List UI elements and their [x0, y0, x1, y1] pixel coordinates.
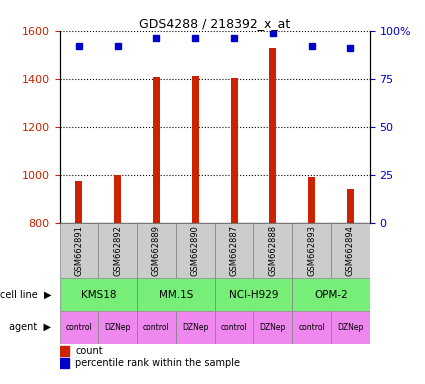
Bar — [176, 311, 215, 344]
Bar — [215, 223, 253, 278]
Bar — [331, 311, 370, 344]
Text: control: control — [298, 323, 325, 332]
Text: cell line  ▶: cell line ▶ — [0, 290, 51, 300]
Text: DZNep: DZNep — [260, 323, 286, 332]
Text: percentile rank within the sample: percentile rank within the sample — [75, 358, 240, 368]
Bar — [292, 278, 370, 311]
Bar — [98, 223, 137, 278]
Bar — [215, 278, 292, 311]
Text: control: control — [221, 323, 247, 332]
Bar — [308, 177, 315, 223]
Text: count: count — [75, 346, 103, 356]
Bar — [60, 223, 98, 278]
Text: GSM662894: GSM662894 — [346, 225, 355, 276]
Text: GSM662891: GSM662891 — [74, 225, 83, 276]
Text: GSM662892: GSM662892 — [113, 225, 122, 276]
Text: KMS18: KMS18 — [80, 290, 116, 300]
Bar — [253, 223, 292, 278]
Bar — [230, 78, 238, 223]
Bar — [253, 311, 292, 344]
Bar — [60, 311, 98, 344]
Bar — [269, 48, 276, 223]
Bar — [137, 223, 176, 278]
Bar — [192, 76, 199, 223]
Bar — [137, 278, 215, 311]
Text: GSM662889: GSM662889 — [152, 225, 161, 276]
Bar — [331, 223, 370, 278]
Text: agent  ▶: agent ▶ — [9, 322, 51, 333]
Bar — [137, 311, 176, 344]
Bar — [60, 358, 69, 368]
Bar — [347, 189, 354, 223]
Bar — [292, 311, 331, 344]
Text: GSM662890: GSM662890 — [191, 225, 200, 276]
Text: DZNep: DZNep — [105, 323, 131, 332]
Text: MM.1S: MM.1S — [159, 290, 193, 300]
Text: GSM662887: GSM662887 — [230, 225, 238, 276]
Bar — [176, 223, 215, 278]
Bar — [75, 181, 82, 223]
Text: DZNep: DZNep — [337, 323, 363, 332]
Bar — [114, 175, 121, 223]
Text: OPM-2: OPM-2 — [314, 290, 348, 300]
Title: GDS4288 / 218392_x_at: GDS4288 / 218392_x_at — [139, 17, 290, 30]
Text: GSM662888: GSM662888 — [268, 225, 277, 276]
Bar — [292, 223, 331, 278]
Text: GSM662893: GSM662893 — [307, 225, 316, 276]
Bar — [153, 77, 160, 223]
Text: control: control — [143, 323, 170, 332]
Bar — [60, 346, 69, 356]
Bar — [60, 278, 137, 311]
Text: NCI-H929: NCI-H929 — [229, 290, 278, 300]
Text: control: control — [65, 323, 92, 332]
Bar — [98, 311, 137, 344]
Bar — [215, 311, 253, 344]
Text: DZNep: DZNep — [182, 323, 208, 332]
